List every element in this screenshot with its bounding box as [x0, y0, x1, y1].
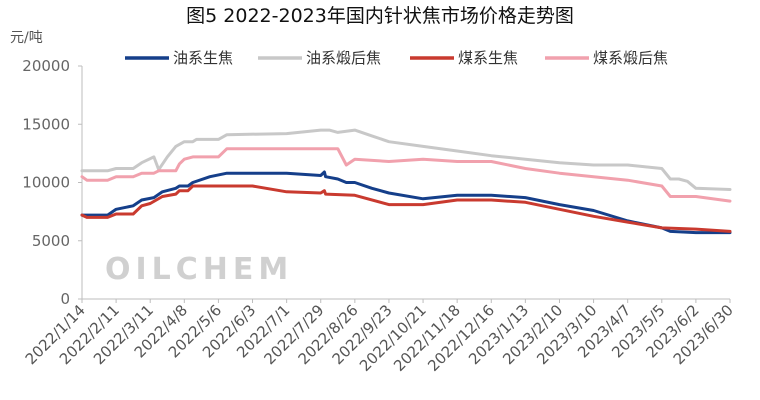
series-line-1 — [80, 170, 732, 235]
y-tick-label: 15000 — [22, 115, 70, 133]
legend-label-1: 油系生焦 — [173, 49, 233, 67]
y-axis: 0 5000 10000 15000 20000 — [22, 57, 83, 308]
y-tick-label: 10000 — [22, 174, 70, 192]
y-axis-unit-label: 元/吨 — [10, 30, 43, 46]
series-line-2 — [80, 128, 732, 191]
series-line-4 — [80, 147, 732, 203]
legend-label-3: 煤系生焦 — [458, 49, 518, 67]
y-tick-label: 20000 — [22, 57, 70, 75]
y-tick-label: 0 — [60, 290, 70, 308]
x-axis: 2022/1/142022/2/112022/3/112022/4/82022/… — [22, 298, 737, 375]
plot-lines — [80, 128, 732, 235]
legend-label-2: 油系煅后焦 — [306, 49, 381, 67]
watermark-text: OILCHEM — [105, 252, 293, 287]
y-tick-label: 5000 — [32, 232, 70, 250]
legend: 油系生焦 油系煅后焦 煤系生焦 煤系煅后焦 — [125, 49, 668, 67]
series-line-3 — [80, 184, 732, 233]
legend-label-4: 煤系煅后焦 — [593, 49, 668, 67]
chart-title: 图5 2022-2023年国内针状焦市场价格走势图 — [186, 5, 574, 27]
